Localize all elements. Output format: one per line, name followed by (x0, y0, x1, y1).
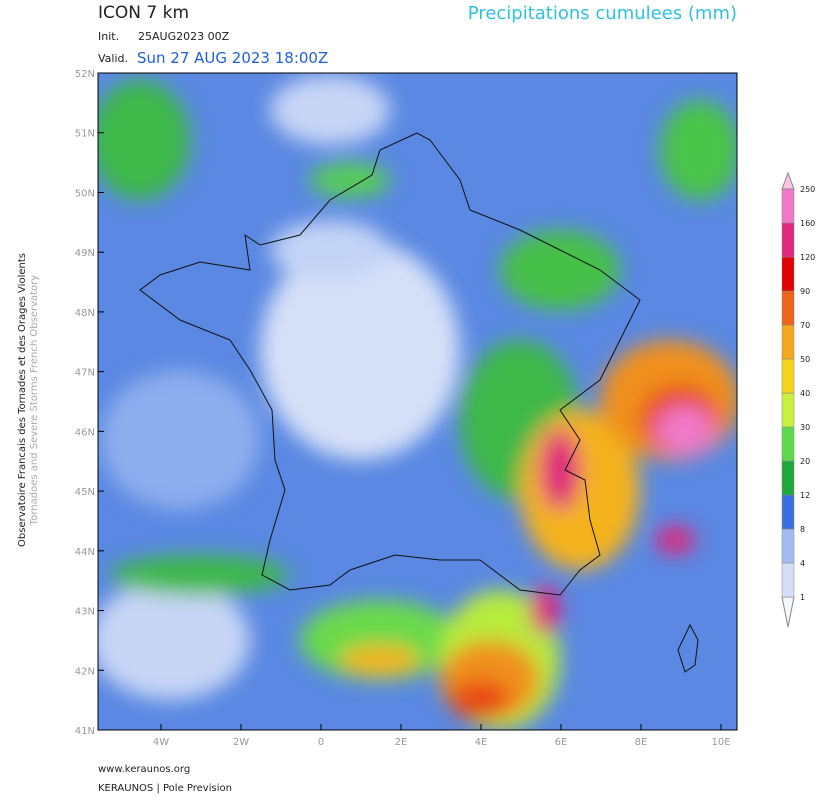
model: ICON 7 km (98, 3, 189, 23)
org-fr: Observatoire Francais des Tornades et de… (17, 253, 28, 547)
colorbar-segment (781, 562, 795, 598)
map-frame (97, 72, 738, 731)
org-en: Tornadoes and Severe Storms French Obser… (29, 275, 40, 526)
valid-label: Valid. (98, 52, 128, 65)
site: www.keraunos.org (98, 764, 190, 775)
lat-label: 49N (75, 248, 95, 259)
lat-label: 46N (75, 427, 95, 438)
lat-label: 44N (75, 547, 95, 558)
lat-label: 51N (75, 129, 95, 140)
valid: Sun 27 AUG 2023 18:00Z (137, 49, 328, 67)
colorbar-label: 20 (800, 457, 810, 466)
colorbar-segment (781, 290, 795, 326)
lat-label: 52N (75, 69, 95, 80)
lon-label: 4W (153, 737, 169, 748)
lat-label: 41N (75, 726, 95, 737)
init-label: Init. (98, 30, 119, 43)
lon-label: 2E (395, 737, 408, 748)
lon-label: 6E (555, 737, 568, 748)
lat-label: 48N (75, 308, 95, 319)
colorbar-segment (781, 188, 795, 224)
colorbar-label: 250 (800, 185, 815, 194)
colorbar-label: 120 (800, 253, 815, 262)
colorbar-label: 8 (800, 525, 805, 534)
colorbar-segment (781, 460, 795, 496)
colorbar-label: 40 (800, 389, 810, 398)
colorbar-segment (781, 426, 795, 462)
colorbar-label: 30 (800, 423, 810, 432)
colorbar-label: 50 (800, 355, 810, 364)
lon-label: 10E (711, 737, 730, 748)
colorbar-label: 160 (800, 219, 815, 228)
lon-label: 8E (635, 737, 648, 748)
product: Precipitations cumulees (mm) (468, 3, 737, 24)
colorbar-segment (781, 494, 795, 530)
lat-label: 45N (75, 487, 95, 498)
lat-label: 50N (75, 188, 95, 199)
colorbar-segment (781, 528, 795, 564)
lon-label: 2W (233, 737, 249, 748)
lat-label: 47N (75, 368, 95, 379)
colorbar-segment (781, 392, 795, 428)
lon-label: 0 (318, 737, 324, 748)
colorbar-label: 4 (800, 559, 805, 568)
lon-axis: 4W 2W 0 2E 4E 6E 8E 10E (153, 724, 731, 748)
lon-label: 4E (475, 737, 488, 748)
colorbar-label: 70 (800, 321, 810, 330)
colorbar-segment (781, 222, 795, 258)
colorbar-segment (781, 256, 795, 292)
colorbar-segment (781, 358, 795, 394)
footer-org: KERAUNOS | Pole Prevision (98, 783, 232, 794)
colorbar: 1 4 8 12 20 30 40 50 70 90 120 160 250 (781, 171, 815, 628)
colorbar-label: 12 (800, 491, 810, 500)
colorbar-label: 1 (800, 593, 805, 602)
lat-axis: 41N 42N 43N 44N 45N 46N 47N 48N 49N 50N 51N 52N (75, 69, 104, 737)
map (98, 73, 737, 730)
colorbar-segment (781, 324, 795, 360)
init: 25AUG2023 00Z (138, 30, 230, 43)
colorbar-high (781, 171, 795, 190)
colorbar-label: 90 (800, 287, 810, 296)
lat-label: 43N (75, 607, 95, 618)
lat-label: 42N (75, 666, 95, 677)
colorbar-low (781, 596, 795, 628)
